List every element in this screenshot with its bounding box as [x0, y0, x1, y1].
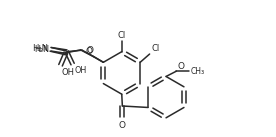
Text: OH: OH: [61, 68, 74, 77]
Text: Cl: Cl: [151, 44, 159, 53]
Text: O: O: [119, 121, 126, 130]
Text: Cl: Cl: [118, 31, 126, 40]
Text: H₂N: H₂N: [34, 45, 50, 54]
Text: O: O: [86, 46, 93, 55]
Text: O: O: [177, 62, 184, 71]
Text: H₂N: H₂N: [32, 44, 48, 53]
Text: OH: OH: [75, 65, 87, 75]
Text: CH₃: CH₃: [190, 67, 205, 76]
Text: O: O: [86, 46, 92, 55]
